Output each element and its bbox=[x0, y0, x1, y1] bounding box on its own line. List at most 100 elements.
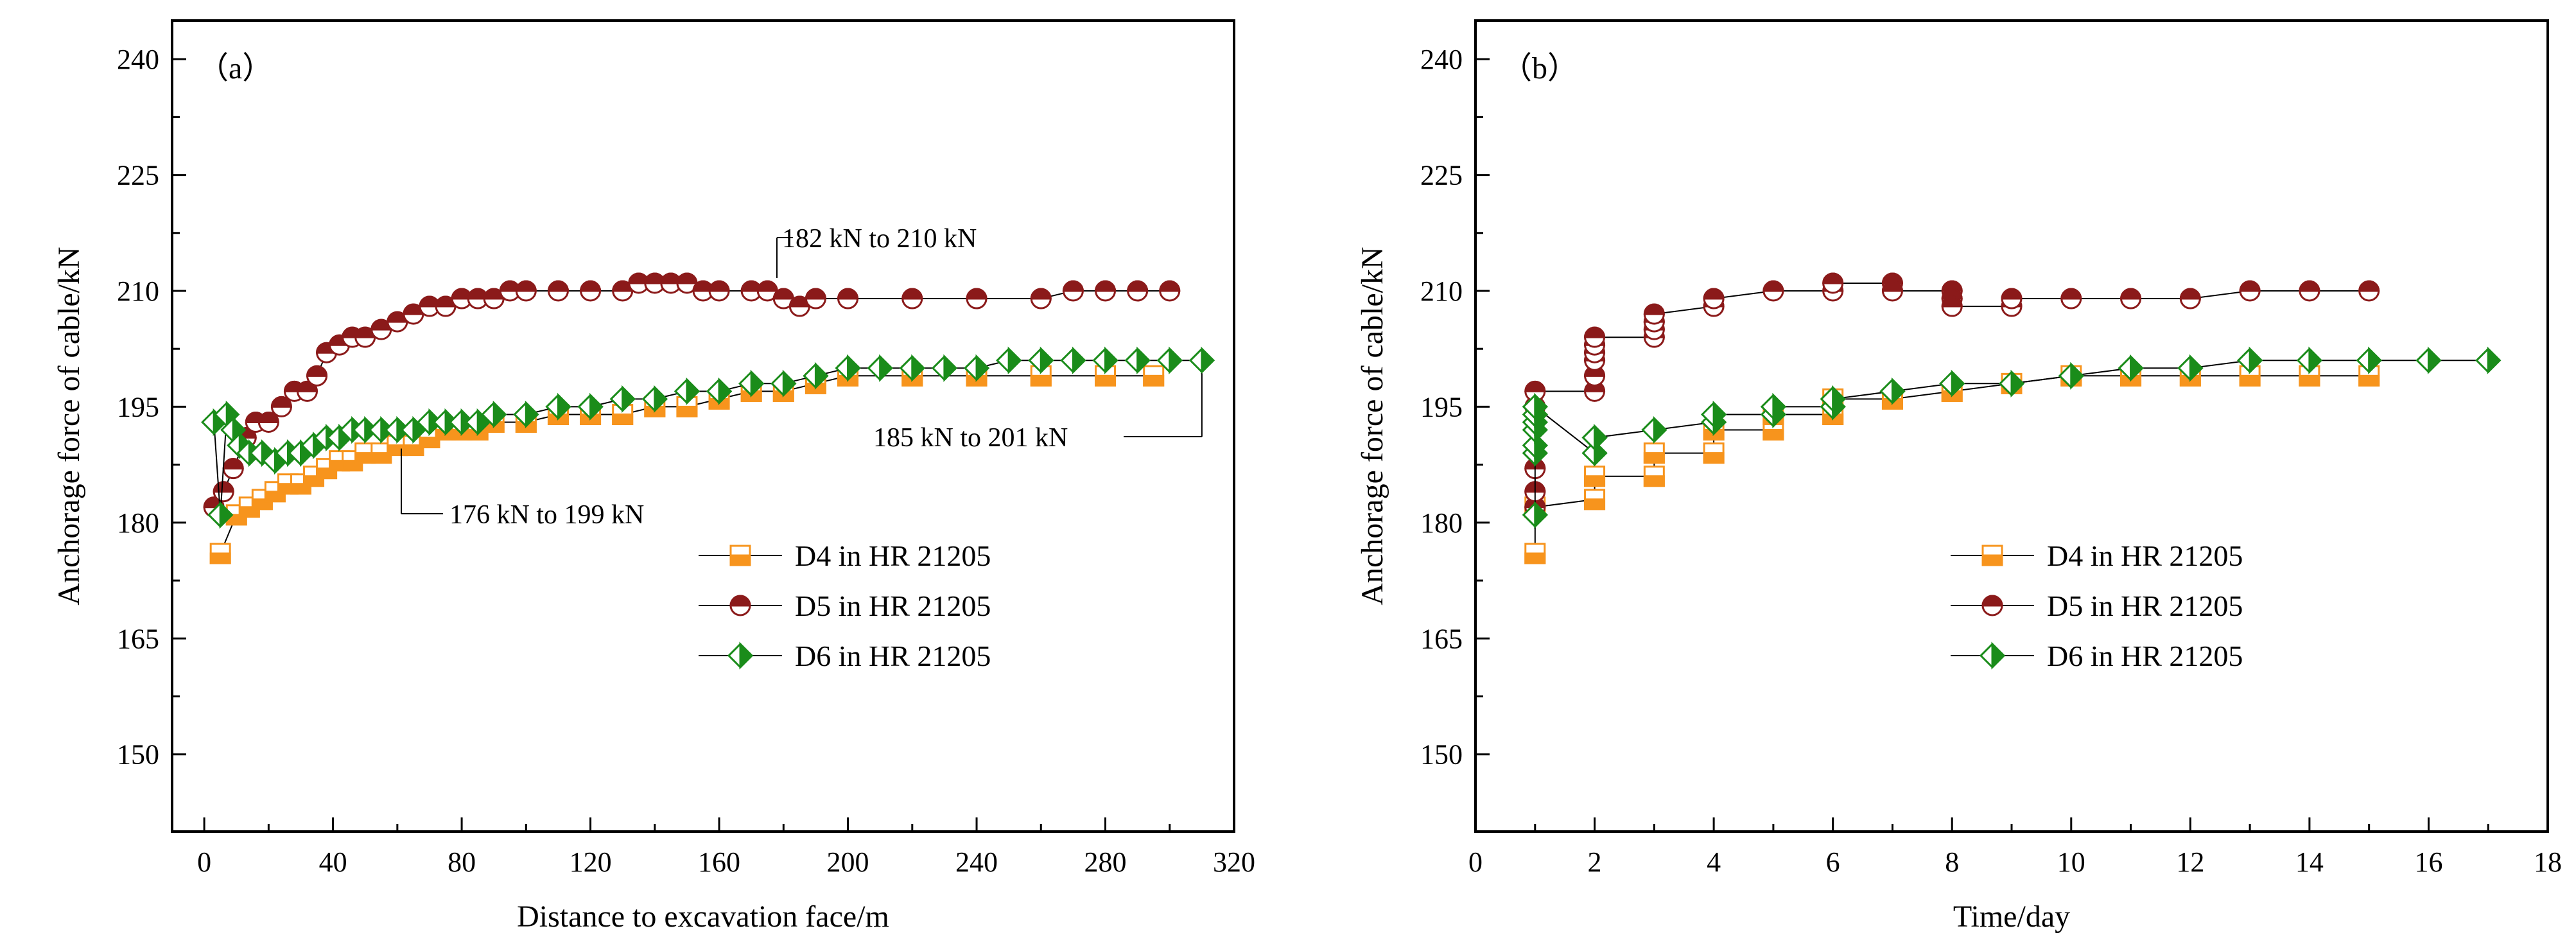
y-tick-label: 165 bbox=[1420, 623, 1463, 654]
data-point-fill bbox=[2070, 362, 2084, 390]
data-point-fill bbox=[1643, 303, 1665, 315]
data-point-fill bbox=[1941, 288, 1963, 300]
series-2 bbox=[201, 346, 1215, 529]
data-point-fill bbox=[515, 280, 537, 292]
y-tick-label: 210 bbox=[1420, 275, 1463, 307]
x-tick-label: 280 bbox=[1084, 846, 1127, 878]
legend-label: D5 in HR 21205 bbox=[795, 589, 991, 622]
data-point-fill bbox=[2299, 280, 2320, 292]
x-tick-label: 240 bbox=[955, 846, 998, 878]
legend-label: D6 in HR 21205 bbox=[2047, 640, 2243, 672]
data-point-fill bbox=[1095, 280, 1117, 292]
data-point-fill bbox=[580, 280, 602, 292]
data-point-fill bbox=[2358, 280, 2380, 292]
data-point-fill bbox=[1534, 392, 1548, 421]
data-point-fill bbox=[2239, 280, 2261, 292]
data-point-fill bbox=[557, 392, 571, 421]
data-point-fill bbox=[1127, 280, 1149, 292]
data-point-fill bbox=[612, 413, 634, 425]
data-point-fill bbox=[718, 377, 733, 405]
data-point-fill bbox=[2249, 346, 2263, 374]
y-tick-label: 195 bbox=[117, 391, 159, 423]
y-tick-label: 180 bbox=[117, 507, 159, 539]
data-point-fill bbox=[1584, 326, 1606, 338]
data-point-fill bbox=[2189, 354, 2204, 382]
x-tick-label: 12 bbox=[2176, 846, 2204, 878]
data-point-fill bbox=[2299, 374, 2320, 387]
y-tick-label: 240 bbox=[117, 44, 159, 75]
data-point-fill bbox=[676, 405, 698, 417]
data-point-fill bbox=[1594, 423, 1608, 452]
data-point-fill bbox=[1941, 280, 1963, 292]
y-tick-label: 180 bbox=[1420, 507, 1463, 539]
data-point-fill bbox=[1832, 385, 1846, 414]
data-point-fill bbox=[1524, 552, 1546, 564]
data-point-fill bbox=[370, 452, 392, 464]
data-point-fill bbox=[1136, 346, 1151, 374]
data-point-fill bbox=[756, 280, 778, 292]
panel-label: （b） bbox=[1501, 51, 1578, 85]
data-point-fill bbox=[270, 396, 292, 408]
data-point-fill bbox=[1712, 400, 1727, 429]
data-point-fill bbox=[622, 385, 636, 414]
data-point-fill bbox=[1201, 346, 1215, 374]
data-point-fill bbox=[2427, 346, 2442, 374]
data-point-fill bbox=[1095, 374, 1117, 387]
data-point-fill bbox=[1584, 475, 1606, 487]
data-point-fill bbox=[708, 280, 730, 292]
data-point-fill bbox=[901, 288, 923, 300]
x-tick-label: 10 bbox=[2057, 846, 2085, 878]
data-point-fill bbox=[2010, 369, 2025, 397]
series-1 bbox=[203, 272, 1181, 518]
data-point-fill bbox=[492, 400, 507, 429]
data-point-fill bbox=[686, 377, 701, 405]
data-point-fill bbox=[966, 288, 988, 300]
data-point-fill bbox=[1524, 380, 1546, 392]
x-tick-label: 40 bbox=[319, 846, 347, 878]
x-tick-label: 4 bbox=[1707, 846, 1721, 878]
data-point-fill bbox=[1072, 346, 1086, 374]
data-point-fill bbox=[837, 288, 859, 300]
legend-marker-fill bbox=[729, 595, 751, 607]
x-axis-label: Distance to excavation face/m bbox=[517, 900, 889, 934]
data-point-fill bbox=[1762, 429, 1784, 441]
x-tick-label: 80 bbox=[448, 846, 476, 878]
legend-marker-fill bbox=[729, 554, 751, 566]
data-point-fill bbox=[911, 354, 925, 382]
panel-label: （a） bbox=[198, 51, 273, 85]
series-line bbox=[1534, 375, 2369, 554]
legend-label: D5 in HR 21205 bbox=[2047, 589, 2243, 622]
x-tick-label: 160 bbox=[698, 846, 740, 878]
data-point-fill bbox=[1941, 295, 1963, 308]
data-point-fill bbox=[2130, 354, 2144, 382]
data-point-fill bbox=[1643, 475, 1665, 487]
data-point-fill bbox=[1881, 272, 1903, 284]
x-tick-label: 14 bbox=[2295, 846, 2324, 878]
data-point-fill bbox=[1703, 288, 1725, 300]
data-point-fill bbox=[525, 400, 539, 429]
data-point-fill bbox=[879, 354, 893, 382]
x-tick-label: 120 bbox=[570, 846, 612, 878]
plot-frame bbox=[1474, 19, 2549, 833]
data-point-fill bbox=[1762, 280, 1784, 292]
y-axis-label: Anchorage force of cable/kN bbox=[1355, 247, 1389, 605]
data-point-fill bbox=[1703, 452, 1725, 464]
x-tick-label: 0 bbox=[197, 846, 211, 878]
x-tick-label: 2 bbox=[1588, 846, 1602, 878]
data-point-fill bbox=[2179, 288, 2201, 300]
y-tick-label: 150 bbox=[1420, 739, 1463, 771]
y-axis-label: Anchorage force of cable/kN bbox=[52, 247, 86, 605]
data-point-fill bbox=[750, 369, 765, 397]
data-point-fill bbox=[805, 288, 826, 300]
plot-frame bbox=[171, 19, 1235, 833]
data-point-fill bbox=[975, 354, 990, 382]
data-point-fill bbox=[1822, 272, 1844, 284]
y-tick-label: 150 bbox=[117, 739, 159, 771]
y-tick-label: 225 bbox=[1420, 160, 1463, 191]
annotation-text: 176 kN to 199 kN bbox=[449, 500, 644, 530]
series-2 bbox=[1522, 346, 2502, 529]
legend-label: D4 in HR 21205 bbox=[2047, 539, 2243, 572]
data-point-fill bbox=[943, 354, 958, 382]
data-point-fill bbox=[1951, 369, 1965, 397]
